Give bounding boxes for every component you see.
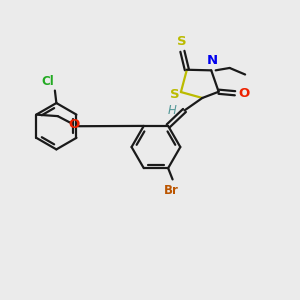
Text: S: S (177, 35, 187, 48)
Text: Cl: Cl (42, 75, 54, 88)
Text: Br: Br (164, 184, 179, 196)
Text: O: O (68, 118, 80, 131)
Text: H: H (168, 104, 176, 117)
Text: S: S (169, 88, 179, 101)
Text: O: O (238, 87, 249, 100)
Text: N: N (207, 54, 218, 67)
